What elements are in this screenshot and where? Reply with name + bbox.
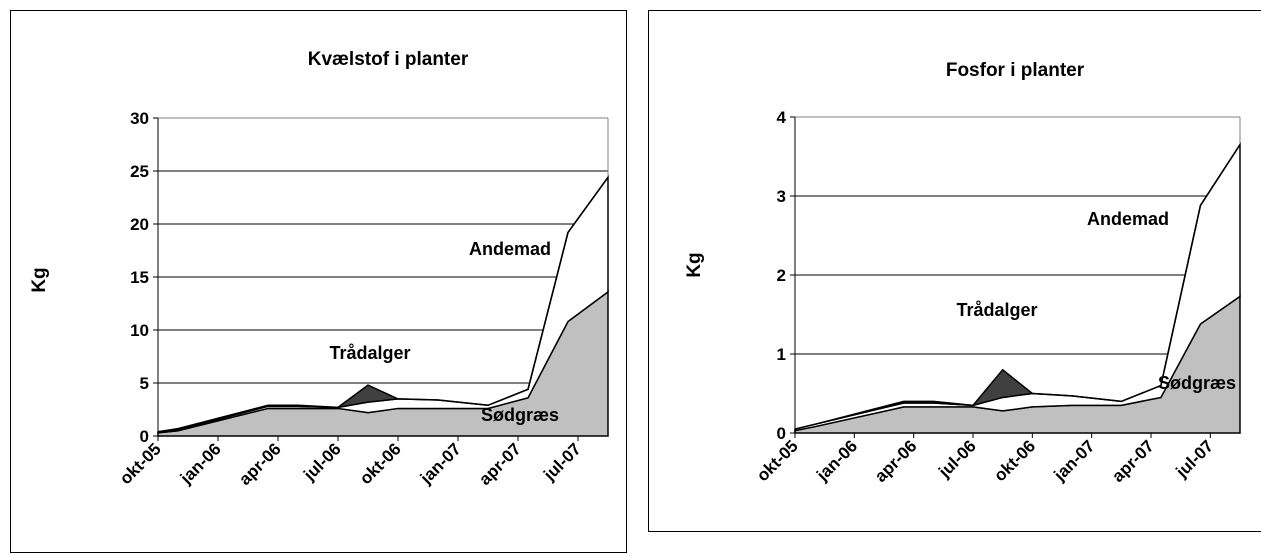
y-tick-label: 4: [777, 108, 787, 127]
y-tick-label: 20: [130, 215, 149, 234]
series-label: Andemad: [1087, 209, 1169, 229]
y-tick-label: 25: [130, 162, 149, 181]
series-label: Andemad: [469, 239, 551, 259]
y-tick-label: 2: [777, 266, 786, 285]
y-axis-label: Kg: [684, 252, 705, 277]
series-label: Trådalger: [956, 300, 1037, 320]
y-axis-label: Kg: [29, 267, 50, 292]
chart-title: Kvælstof i planter: [308, 49, 469, 70]
y-tick-label: 15: [130, 268, 149, 287]
y-tick-label: 5: [140, 374, 149, 393]
y-tick-label: 3: [777, 187, 786, 206]
series-label: Sødgræs: [481, 405, 559, 425]
series-label: Trådalger: [329, 343, 410, 363]
y-tick-label: 10: [130, 321, 149, 340]
series-label: Sødgræs: [1158, 373, 1236, 393]
chart-title: Fosfor i planter: [946, 60, 1085, 81]
y-tick-label: 1: [777, 345, 786, 364]
y-tick-label: 30: [130, 109, 149, 128]
